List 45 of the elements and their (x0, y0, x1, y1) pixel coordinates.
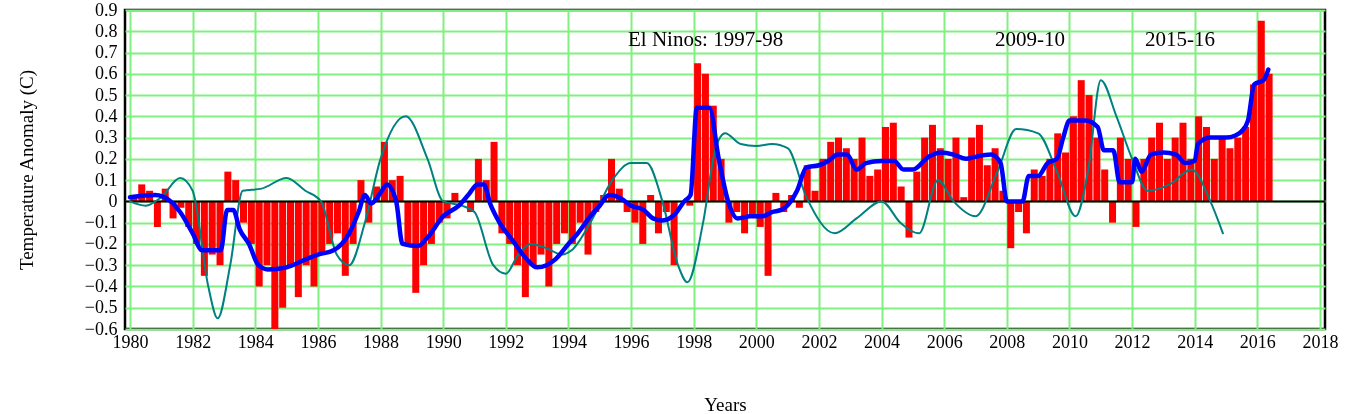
x-tick-label: 2012 (1114, 331, 1151, 352)
x-tick-label: 1984 (237, 331, 274, 352)
x-tick-label: 1992 (488, 331, 525, 352)
annotation: 2009-10 (995, 27, 1065, 51)
annotation: El Ninos: 1997-98 (628, 27, 784, 51)
x-tick-label: 2016 (1239, 331, 1276, 352)
x-tick-label: 1996 (613, 331, 650, 352)
bar (1109, 201, 1117, 223)
x-tick-label: 1998 (676, 331, 713, 352)
y-tick-label: −0.3 (84, 254, 118, 275)
y-tick-label: −0.5 (84, 297, 118, 318)
y-tick-label: −0.4 (84, 275, 118, 296)
line-series (127, 67, 1271, 272)
x-tick-label: 2002 (801, 331, 838, 352)
bar (153, 201, 161, 227)
x-tick-label: 2004 (864, 331, 901, 352)
x-tick-label: 2014 (1177, 331, 1214, 352)
y-axis-title: Temperature Anomaly (C) (15, 69, 38, 271)
x-tick-label: 1982 (175, 331, 212, 352)
x-tick-label: 2010 (1051, 331, 1088, 352)
y-tick-label: 0.2 (95, 148, 118, 169)
x-tick-label: 1988 (363, 331, 400, 352)
x-tick-label: 1990 (425, 331, 462, 352)
y-tick-label: 0.5 (95, 84, 118, 105)
x-tick-label: 2006 (926, 331, 963, 352)
x-axis-title: Years (704, 393, 747, 414)
y-tick-label: 0.1 (95, 169, 118, 190)
x-tick-label: 2000 (738, 331, 775, 352)
y-tick-label: 0 (108, 190, 118, 211)
bar (905, 201, 913, 238)
y-tick-label: 0.4 (95, 105, 118, 126)
x-tick-label: 1994 (550, 331, 587, 352)
bar (1132, 201, 1140, 227)
y-tick-label: 0.6 (95, 63, 118, 84)
y-tick-label: 0.8 (95, 20, 118, 41)
y-tick-label: −0.2 (84, 233, 118, 254)
line-series (129, 79, 1224, 320)
annotation: 2015-16 (1145, 27, 1215, 51)
y-tick-label: −0.1 (84, 212, 118, 233)
y-tick-label: 0.3 (95, 127, 118, 148)
x-tick-label: 2018 (1302, 331, 1339, 352)
y-tick-label: 0.9 (95, 0, 118, 20)
x-tick-label: 1986 (300, 331, 337, 352)
y-tick-label: 0.7 (95, 42, 118, 63)
x-tick-label: 2008 (989, 331, 1026, 352)
